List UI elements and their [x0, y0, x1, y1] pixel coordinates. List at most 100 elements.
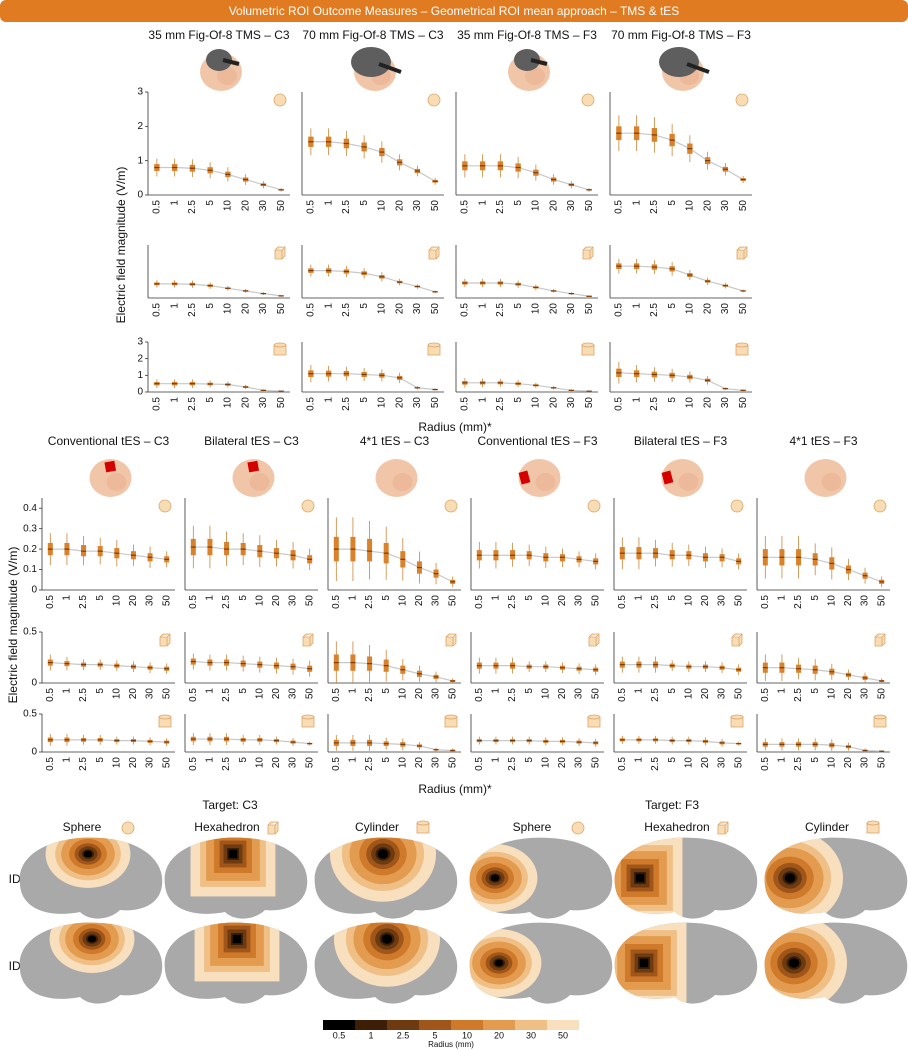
x-tick-label: 20 — [394, 397, 405, 409]
x-tick-label: 0.5 — [45, 688, 56, 702]
x-tick-label: 30 — [288, 757, 299, 769]
x-tick-label: 20 — [240, 303, 251, 315]
x-tick-label: 20 — [843, 688, 854, 700]
x-tick-label: 10 — [397, 688, 408, 700]
x-tick-label: 2.5 — [364, 595, 375, 609]
x-tick-label: 5 — [238, 595, 249, 601]
x-tick-label: 5 — [95, 757, 106, 763]
x-tick-label: 2.5 — [793, 595, 804, 609]
roi-shell — [494, 959, 504, 967]
x-tick-label: 5 — [95, 688, 106, 694]
x-tick-label: 20 — [394, 200, 405, 212]
x-tick-label: 5 — [513, 200, 524, 206]
x-tick-label: 10 — [377, 303, 388, 315]
x-tick-label: 0.5 — [614, 200, 625, 214]
x-tick-label: 50 — [590, 688, 601, 700]
x-tick-label: 10 — [683, 757, 694, 769]
roi-shell — [83, 850, 93, 858]
x-tick-label: 10 — [540, 688, 551, 700]
x-tick-label: 10 — [223, 303, 234, 315]
x-tick-label: 20 — [414, 757, 425, 769]
x-tick-label: 2.5 — [221, 757, 232, 771]
target-label: Target: C3 — [202, 798, 258, 812]
panel-title: 35 mm Fig-Of-8 TMS – C3 — [148, 28, 289, 42]
roi-shell — [784, 873, 796, 883]
x-tick-label: 0.5 — [617, 688, 628, 702]
x-tick-label: 0.5 — [474, 757, 485, 771]
roi-icon — [717, 821, 729, 835]
x-tick-label: 1 — [62, 595, 73, 601]
y-tick-label: 3 — [137, 337, 143, 348]
coil — [351, 47, 391, 77]
roi-map — [329, 837, 437, 902]
x-tick-label: 10 — [531, 397, 542, 409]
x-tick-label: 5 — [667, 303, 678, 309]
x-tick-label: 10 — [685, 303, 696, 315]
roi-icon — [730, 499, 744, 513]
x-tick-label: 50 — [738, 303, 749, 315]
median-trend — [193, 546, 310, 560]
x-tick-label: 10 — [531, 200, 542, 212]
x-tick-label: 2.5 — [649, 397, 660, 411]
x-tick-label: 2.5 — [495, 200, 506, 214]
roi-shell — [377, 849, 389, 859]
x-tick-label: 50 — [447, 688, 458, 700]
y-tick-label: 2 — [137, 121, 143, 132]
roi-icon — [587, 499, 601, 513]
x-tick-label: 10 — [111, 595, 122, 607]
roi-shell — [490, 874, 500, 882]
roi-map — [469, 929, 542, 997]
roi-icon — [267, 821, 279, 835]
x-tick-label: 0.5 — [760, 688, 771, 702]
x-tick-label: 2.5 — [364, 757, 375, 771]
x-tick-label: 20 — [128, 757, 139, 769]
roi-icon — [581, 93, 595, 107]
x-tick-label: 5 — [359, 200, 370, 206]
x-tick-label: 2.5 — [793, 757, 804, 771]
x-tick-label: 0.5 — [760, 757, 771, 771]
x-tick-label: 1 — [205, 757, 216, 763]
y-tick-label: 1 — [137, 155, 143, 166]
x-tick-label: 50 — [430, 303, 441, 315]
x-tick-label: 0.5 — [617, 595, 628, 609]
x-tick-label: 5 — [205, 397, 216, 403]
median-trend — [622, 739, 739, 745]
y-tick-label: 0 — [31, 585, 37, 596]
header-title: Volumetric ROI Outcome Measures – Geomet… — [229, 4, 680, 18]
electrode — [518, 470, 531, 485]
roi-label: Cylinder — [355, 820, 399, 834]
x-tick-label: 5 — [205, 200, 216, 206]
median-trend — [765, 667, 882, 682]
x-tick-label: 1 — [477, 303, 488, 309]
x-tick-label: 0.5 — [188, 595, 199, 609]
colorbar-tick-label: 0.5 — [333, 1030, 346, 1040]
head-illustration — [678, 473, 699, 491]
y-tick-label: 2 — [137, 353, 143, 364]
x-tick-label: 1 — [634, 757, 645, 763]
roi-shell — [381, 934, 393, 944]
colorbar-tick-label: 1 — [368, 1030, 373, 1040]
x-tick-label: 2.5 — [78, 688, 89, 702]
roi-icon — [416, 820, 430, 826]
panel-title: Bilateral tES – F3 — [634, 434, 728, 448]
x-tick-label: 20 — [240, 397, 251, 409]
roi-icon — [445, 633, 457, 647]
coil-handle — [222, 58, 240, 66]
roi-icon — [301, 714, 315, 720]
x-tick-label: 50 — [733, 757, 744, 769]
x-tick-label: 5 — [667, 757, 678, 763]
x-axis-label: Radius (mm)* — [418, 782, 492, 796]
x-tick-label: 20 — [700, 595, 711, 607]
x-tick-label: 10 — [377, 397, 388, 409]
x-tick-label: 10 — [540, 757, 551, 769]
y-tick-label: 0 — [31, 678, 37, 689]
x-tick-label: 10 — [683, 595, 694, 607]
coil — [659, 47, 699, 77]
x-tick-label: 0.5 — [760, 595, 771, 609]
median-trend — [50, 739, 167, 743]
x-tick-label: 50 — [733, 688, 744, 700]
x-tick-label: 20 — [843, 757, 854, 769]
x-tick-label: 0.5 — [188, 688, 199, 702]
x-tick-label: 1 — [205, 688, 216, 694]
y-tick-label: 0 — [31, 747, 37, 758]
